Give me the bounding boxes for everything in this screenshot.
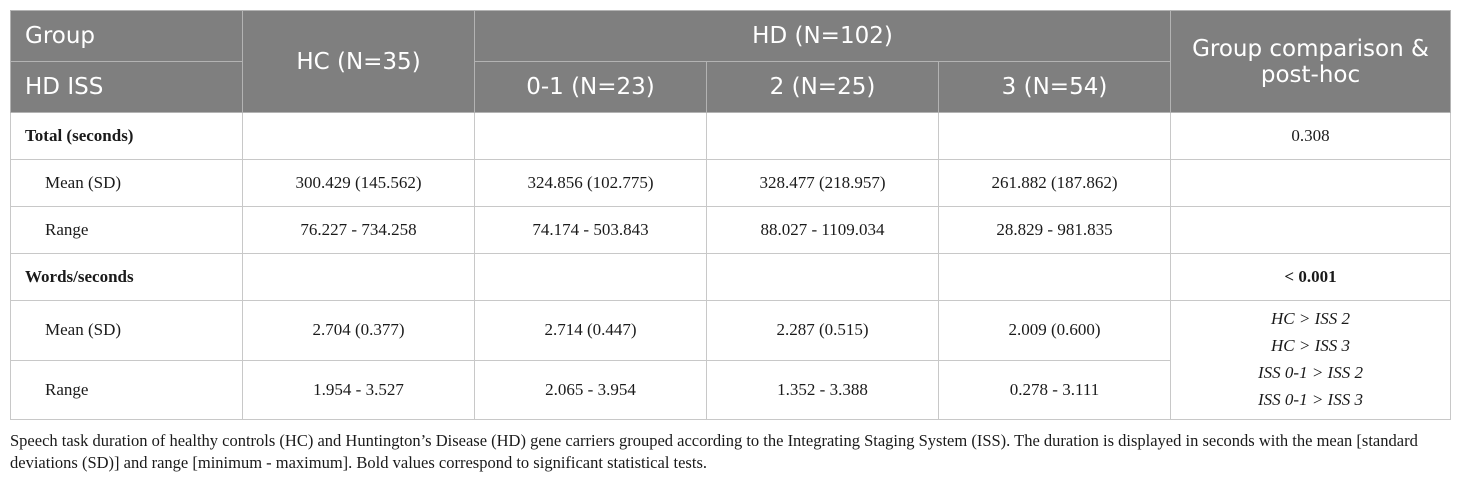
empty-cell (1170, 206, 1451, 254)
posthoc-item: HC > ISS 3 (1271, 336, 1350, 355)
table-cell: 300.429 (145.562) (242, 159, 475, 207)
posthoc-item: ISS 0-1 > ISS 2 (1258, 363, 1363, 382)
table-row: Mean (SD) 300.429 (145.562) 324.856 (102… (10, 159, 1451, 207)
table-row: Total (seconds) 0.308 (10, 112, 1451, 160)
table-cell: 2.287 (0.515) (706, 300, 939, 361)
row-label: Range (10, 359, 243, 420)
table-cell: 76.227 - 734.258 (242, 206, 475, 254)
empty-cell (938, 112, 1171, 160)
row-label: Mean (SD) (10, 159, 243, 207)
table-caption: Speech task duration of healthy controls… (10, 431, 1418, 472)
header-comparison: Group comparison & post-hoc (1170, 10, 1451, 113)
table-cell: 1.954 - 3.527 (242, 359, 475, 420)
posthoc-item: ISS 0-1 > ISS 3 (1258, 390, 1363, 409)
table-body: Total (seconds) 0.308 Mean (SD) 300.429 … (10, 112, 1451, 420)
empty-cell (474, 253, 707, 301)
header-iss-2: 2 (N=25) (706, 61, 939, 113)
table-row: Words/seconds < 0.001 (10, 253, 1451, 301)
empty-cell (1170, 159, 1451, 207)
empty-cell (242, 112, 475, 160)
section-title-total: Total (seconds) (10, 112, 243, 160)
header-iss-0-1: 0-1 (N=23) (474, 61, 707, 113)
table-cell: 2.009 (0.600) (938, 300, 1171, 361)
table-row: Range 1.954 - 3.527 2.065 - 3.954 1.352 … (10, 359, 1451, 420)
table-cell: 328.477 (218.957) (706, 159, 939, 207)
p-value-total: 0.308 (1170, 112, 1451, 160)
results-table: Group HC (N=35) HD (N=102) Group compari… (10, 10, 1451, 420)
empty-cell (706, 112, 939, 160)
section-title-words: Words/seconds (10, 253, 243, 301)
table-row: Mean (SD) 2.704 (0.377) 2.714 (0.447) 2.… (10, 300, 1451, 420)
header-hd-iss: HD ISS (10, 61, 243, 113)
empty-cell (474, 112, 707, 160)
table-cell: 1.352 - 3.388 (706, 359, 939, 420)
table-header: Group HC (N=35) HD (N=102) Group compari… (10, 10, 1451, 113)
table-cell: 261.882 (187.862) (938, 159, 1171, 207)
row-label: Range (10, 206, 243, 254)
header-iss-3: 3 (N=54) (938, 61, 1171, 113)
header-hc: HC (N=35) (242, 10, 475, 113)
table-cell: 0.278 - 3.111 (938, 359, 1171, 420)
p-value-words: < 0.001 (1170, 253, 1451, 301)
table-cell: 2.704 (0.377) (242, 300, 475, 361)
table-cell: 324.856 (102.775) (474, 159, 707, 207)
table-cell: 28.829 - 981.835 (938, 206, 1171, 254)
table-row: Range 76.227 - 734.258 74.174 - 503.843 … (10, 206, 1451, 254)
header-hd: HD (N=102) (474, 10, 1171, 62)
table-container: Group HC (N=35) HD (N=102) Group compari… (10, 10, 1451, 474)
empty-cell (242, 253, 475, 301)
posthoc-cell: HC > ISS 2 HC > ISS 3 ISS 0-1 > ISS 2 IS… (1170, 300, 1451, 420)
table-cell: 74.174 - 503.843 (474, 206, 707, 254)
table-cell: 2.714 (0.447) (474, 300, 707, 361)
header-group: Group (10, 10, 243, 62)
empty-cell (706, 253, 939, 301)
table-cell: 88.027 - 1109.034 (706, 206, 939, 254)
posthoc-item: HC > ISS 2 (1271, 309, 1350, 328)
row-label: Mean (SD) (10, 300, 243, 361)
table-cell: 2.065 - 3.954 (474, 359, 707, 420)
empty-cell (938, 253, 1171, 301)
